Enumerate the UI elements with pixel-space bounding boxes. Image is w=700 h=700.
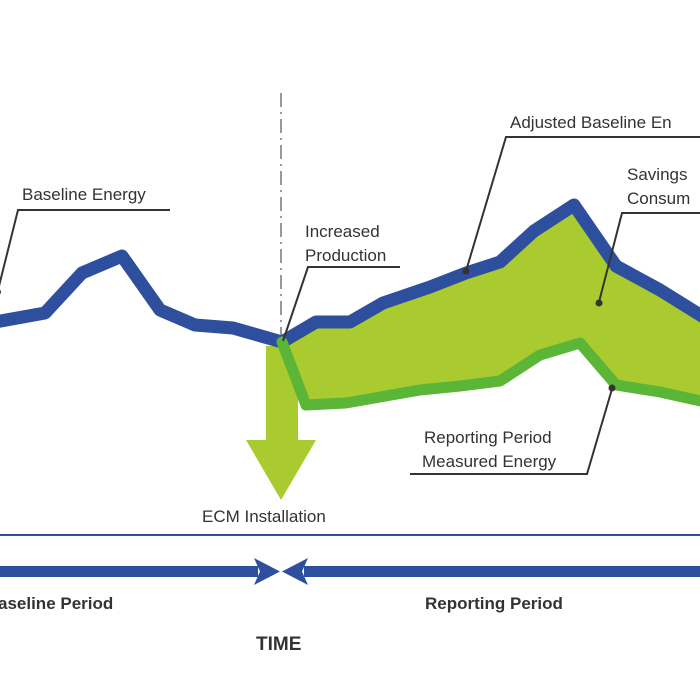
reporting-period-arrow <box>282 558 700 585</box>
savings-leader-dot <box>595 299 603 307</box>
reporting-measured-label-1: Reporting Period <box>424 428 552 447</box>
reporting-measured-label-2: Measured Energy <box>422 452 557 471</box>
measured-energy-leader-dot <box>608 384 616 392</box>
adjusted-baseline-leader <box>465 136 700 272</box>
baseline-energy-leader <box>0 209 170 287</box>
adjusted-baseline-line <box>275 198 700 349</box>
savings-label-2: Consum <box>627 189 690 208</box>
ecm-installation-label: ECM Installation <box>202 507 326 526</box>
adjusted-baseline-label: Adjusted Baseline En <box>510 113 672 132</box>
measured-energy-line <box>276 336 700 411</box>
measured-energy-leader <box>410 388 613 475</box>
baseline-period-label: aseline Period <box>0 594 113 613</box>
increased-production-leader <box>282 266 400 342</box>
increased-production-label-2: Production <box>305 246 386 265</box>
savings-leader <box>598 212 700 303</box>
baseline-energy-leader-dot <box>0 289 1 295</box>
savings-label-1: Savings <box>627 165 687 184</box>
baseline-energy-line <box>0 249 289 349</box>
increased-production-label-1: Increased <box>305 222 380 241</box>
reporting-period-label: Reporting Period <box>425 594 563 613</box>
baseline-energy-label: Baseline Energy <box>22 185 146 204</box>
callout-leaders <box>0 136 700 475</box>
adjusted-baseline-leader-dot <box>462 267 470 275</box>
ecm-arrow <box>246 346 316 500</box>
baseline-period-arrow <box>0 558 280 585</box>
time-label: TIME <box>256 634 301 655</box>
